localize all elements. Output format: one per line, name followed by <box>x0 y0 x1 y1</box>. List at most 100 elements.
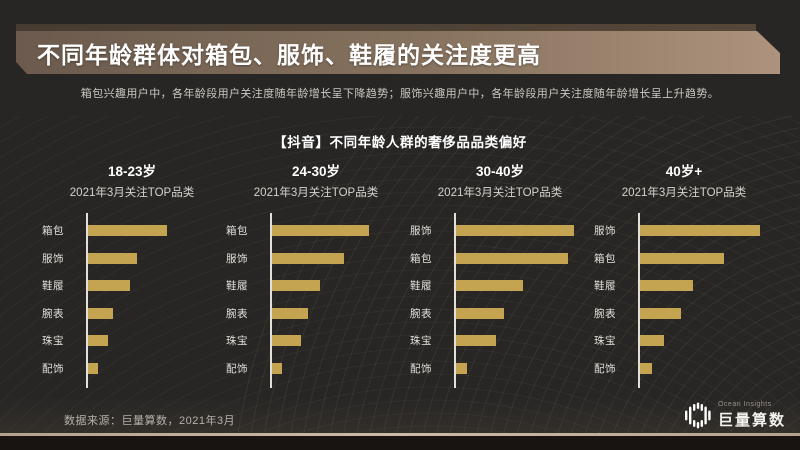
bar-row: 箱包 <box>594 245 776 273</box>
value-bar <box>640 225 760 237</box>
value-bar <box>88 335 109 347</box>
value-bar <box>272 225 370 237</box>
bar-row: 配饰 <box>42 355 224 383</box>
chart-subtitle: 2021年3月关注TOP品类 <box>437 187 563 199</box>
category-label: 配饰 <box>42 362 64 375</box>
category-label: 珠宝 <box>594 335 616 348</box>
category-label: 服饰 <box>410 225 432 238</box>
title-banner: 不同年龄群体对箱包、服饰、鞋履的关注度更高 <box>16 24 780 74</box>
logo-name-en: Ocean Insights <box>717 401 772 408</box>
category-label: 箱包 <box>410 252 432 265</box>
chart-axis-and-bars: 箱包服饰鞋履腕表珠宝配饰 <box>42 213 224 388</box>
charts-row: 18-23岁 2021年3月关注TOP品类 箱包 服饰 鞋履 腕表 珠宝 配饰 24-30岁 20… <box>40 160 776 388</box>
chart-subtitle: 2021年3月关注TOP品类 <box>253 187 379 199</box>
value-bar <box>456 362 467 374</box>
category-label: 鞋履 <box>226 280 248 293</box>
category-label: 腕表 <box>410 307 432 320</box>
category-label: 珠宝 <box>410 335 432 348</box>
category-label: 配饰 <box>410 362 432 375</box>
logo-text: Ocean Insights 巨量算数 <box>718 401 786 430</box>
bar-row: 珠宝 <box>410 327 592 355</box>
banner-top-strip <box>16 24 756 31</box>
value-bar <box>456 225 574 237</box>
category-label: 服饰 <box>42 252 64 265</box>
bar-row: 箱包 <box>410 245 592 273</box>
bar-row: 配饰 <box>410 355 592 383</box>
category-label: 箱包 <box>226 225 248 238</box>
value-bar <box>272 280 320 292</box>
bar-row: 腕表 <box>594 300 776 328</box>
chart-axis-and-bars: 服饰箱包鞋履腕表珠宝配饰 <box>594 213 776 388</box>
value-bar <box>272 362 282 374</box>
bar-row: 鞋履 <box>594 272 776 300</box>
chart-age-title: 30-40岁 <box>475 164 525 179</box>
value-bar <box>456 280 524 292</box>
bar-row: 鞋履 <box>226 272 408 300</box>
category-label: 鞋履 <box>594 280 616 293</box>
value-bar <box>456 307 504 319</box>
category-label: 腕表 <box>226 307 248 320</box>
bar-row: 配饰 <box>594 355 776 383</box>
age-group-chart: 24-30岁 2021年3月关注TOP品类箱包服饰鞋履腕表珠宝配饰 <box>224 160 408 388</box>
chart-subtitle: 2021年3月关注TOP品类 <box>69 187 195 199</box>
bar-row: 珠宝 <box>594 327 776 355</box>
slide-subtitle: 箱包兴趣用户中，各年龄段用户关注度随年龄增长呈下降趋势；服饰兴趣用户中，各年龄段… <box>80 88 720 100</box>
category-label: 腕表 <box>594 307 616 320</box>
page-title: 不同年龄群体对箱包、服饰、鞋履的关注度更高 <box>37 41 541 68</box>
bar-row: 腕表 <box>410 300 592 328</box>
age-group-chart: 30-40岁 2021年3月关注TOP品类服饰箱包鞋履腕表珠宝配饰 <box>408 160 592 388</box>
category-label: 服饰 <box>226 252 248 265</box>
value-bar <box>88 362 98 374</box>
value-bar <box>640 335 664 347</box>
brand-logo: Ocean Insights 巨量算数 <box>684 401 786 430</box>
equalizer-circle-icon <box>684 402 711 429</box>
bar-row: 服饰 <box>226 245 408 273</box>
value-bar <box>88 307 114 319</box>
bar-row: 服饰 <box>594 217 776 245</box>
bar-row: 箱包 <box>42 217 224 245</box>
mesh-decoration <box>0 116 800 436</box>
chart-section-title: 【抖音】不同年龄人群的奢侈品品类偏好 <box>273 135 527 150</box>
value-bar <box>640 362 652 374</box>
chart-age-title: 24-30岁 <box>291 164 341 179</box>
data-source-note: 数据来源：巨量算数，2021年3月 <box>64 415 236 427</box>
value-bar <box>456 252 568 264</box>
category-label: 珠宝 <box>42 335 64 348</box>
bar-row: 珠宝 <box>226 327 408 355</box>
value-bar <box>88 225 168 237</box>
value-bar <box>272 307 308 319</box>
value-bar <box>88 252 138 264</box>
value-bar <box>272 252 344 264</box>
footer-accent-line <box>0 433 800 436</box>
banner-ribbon: 不同年龄群体对箱包、服饰、鞋履的关注度更高 <box>16 31 780 74</box>
chart-axis-and-bars: 箱包服饰鞋履腕表珠宝配饰 <box>226 213 408 388</box>
chart-age-title: 40岁+ <box>665 164 703 179</box>
chart-axis-and-bars: 服饰箱包鞋履腕表珠宝配饰 <box>410 213 592 388</box>
bar-row: 服饰 <box>410 217 592 245</box>
bar-row: 箱包 <box>226 217 408 245</box>
age-group-chart: 40岁+ 2021年3月关注TOP品类服饰箱包鞋履腕表珠宝配饰 <box>592 160 776 388</box>
category-label: 腕表 <box>42 307 64 320</box>
category-label: 鞋履 <box>410 280 432 293</box>
bar-row: 配饰 <box>226 355 408 383</box>
category-label: 箱包 <box>42 225 64 238</box>
category-label: 珠宝 <box>226 335 248 348</box>
value-bar <box>640 252 724 264</box>
category-label: 配饰 <box>226 362 248 375</box>
bar-row: 腕表 <box>226 300 408 328</box>
bar-row: 鞋履 <box>410 272 592 300</box>
value-bar <box>640 307 681 319</box>
category-label: 鞋履 <box>42 280 64 293</box>
logo-name-cn: 巨量算数 <box>717 412 786 429</box>
bar-row: 珠宝 <box>42 327 224 355</box>
value-bar <box>272 335 301 347</box>
bottom-gradient-band <box>0 396 800 436</box>
value-bar <box>640 280 693 292</box>
value-bar <box>88 280 130 292</box>
chart-subtitle: 2021年3月关注TOP品类 <box>621 187 747 199</box>
age-group-chart: 18-23岁 2021年3月关注TOP品类 箱包 服饰 鞋履 腕表 珠宝 配饰 <box>40 160 224 388</box>
value-bar <box>456 335 496 347</box>
category-label: 服饰 <box>594 225 616 238</box>
category-label: 箱包 <box>594 252 616 265</box>
bar-row: 腕表 <box>42 300 224 328</box>
